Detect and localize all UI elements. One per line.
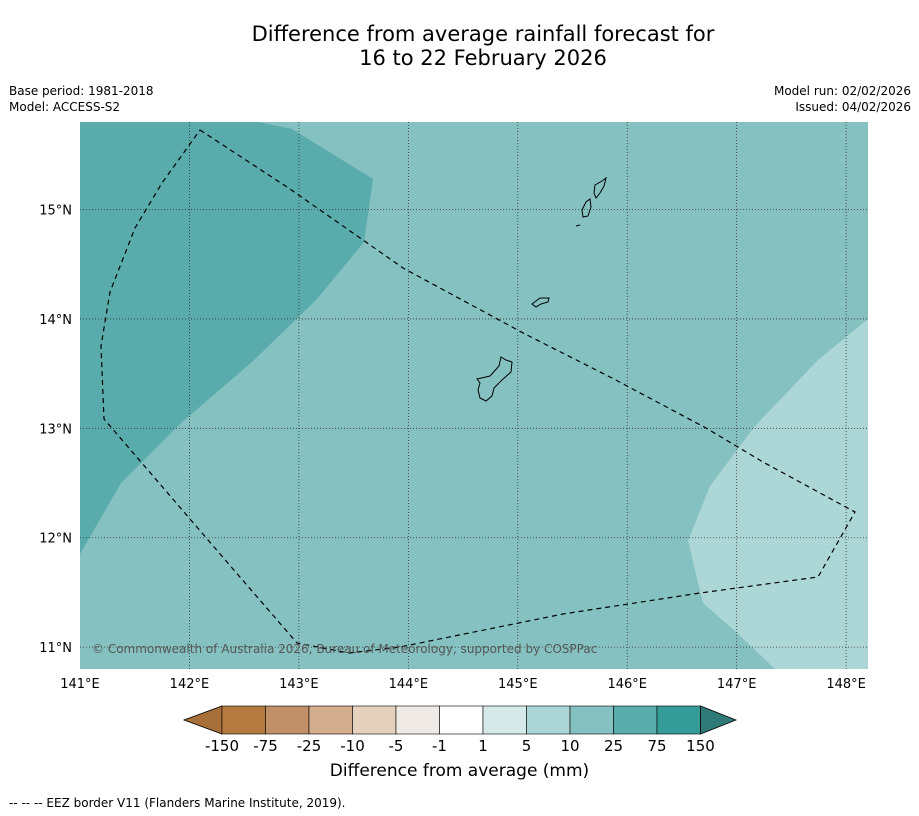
colorbar-swatch [526, 705, 571, 735]
colorbar-swatch [613, 705, 658, 735]
longitude-tick-label: 146°E [607, 677, 647, 692]
colorbar-swatch [308, 705, 353, 735]
colorbar-tick-label: -150 [205, 737, 239, 755]
colorbar-swatch [265, 705, 310, 735]
colorbar-tick-label: 75 [647, 737, 666, 755]
base-period: Base period: 1981-2018 [9, 84, 154, 98]
island-outlines [476, 176, 607, 402]
colorbar-extend-low [182, 705, 223, 735]
colorbar-swatch [395, 705, 440, 735]
latitude-tick-label: 11°N [39, 641, 72, 656]
colorbar-swatch [439, 705, 484, 735]
eez-legend-note: -- -- -- EEZ border V11 (Flanders Marine… [9, 796, 346, 810]
colorbar-tick-label: -10 [340, 737, 365, 755]
colorbar-tick-label: 150 [686, 737, 715, 755]
island-rota [531, 297, 550, 308]
latitude-tick-label: 12°N [39, 532, 72, 547]
colorbar-tick-label: -75 [253, 737, 278, 755]
latitude-tick-label: 14°N [39, 313, 72, 328]
latitude-tick-label: 13°N [39, 422, 72, 437]
issued-date: Issued: 04/02/2026 [795, 100, 911, 114]
colorbar-tick-label: -25 [297, 737, 322, 755]
copyright-text: © Commonwealth of Australia 2026, Bureau… [92, 642, 597, 656]
colorbar-swatch [221, 705, 266, 735]
island-aguijan [575, 224, 581, 227]
island-guam [476, 356, 513, 402]
title-line-1: Difference from average rainfall forecas… [251, 22, 715, 46]
model-name: Model: ACCESS-S2 [9, 100, 121, 114]
longitude-tick-label: 148°E [826, 677, 866, 692]
colorbar-title: Difference from average (mm) [329, 761, 590, 781]
colorbar-swatch [656, 705, 701, 735]
model-run: Model run: 02/02/2026 [773, 84, 911, 98]
colorbar-tick-label: 1 [478, 737, 488, 755]
chart-title: Difference from average rainfall forecas… [0, 22, 919, 70]
colorbar-swatch [352, 705, 397, 735]
colorbar-extend-high [700, 705, 738, 735]
longitude-tick-label: 142°E [170, 677, 210, 692]
title-line-2: 16 to 22 February 2026 [359, 46, 607, 70]
island-saipan [593, 176, 607, 199]
colorbar-tick-label: 25 [604, 737, 623, 755]
longitude-tick-label: 141°E [60, 677, 100, 692]
longitude-tick-label: 144°E [389, 677, 429, 692]
longitude-tick-label: 145°E [498, 677, 538, 692]
eez-border [100, 129, 856, 654]
latitude-labels: 15°N 14°N 13°N 12°N 11°N [39, 204, 72, 657]
graticule [80, 122, 868, 669]
meta-right: Model run: 02/02/2026 Issued: 04/02/2026 [774, 83, 911, 115]
colorbar-tick-label: -5 [389, 737, 404, 755]
map-area: © Commonwealth of Australia 2026, Bureau… [80, 122, 868, 669]
island-tinian [581, 198, 592, 218]
latitude-tick-label: 15°N [39, 204, 72, 219]
colorbar-swatch [482, 705, 527, 735]
longitude-tick-label: 147°E [717, 677, 757, 692]
map-figure: © Commonwealth of Australia 2026, Bureau… [39, 122, 868, 755]
meta-left: Base period: 1981-2018 Model: ACCESS-S2 [9, 83, 154, 115]
colorbar-tick-label: -1 [432, 737, 447, 755]
longitude-labels: 141°E 142°E 143°E 144°E 145°E 146°E 147°E 148°E [60, 677, 866, 692]
colorbar-tick-label: 10 [560, 737, 579, 755]
rainfall-region-high [80, 122, 373, 554]
colorbar: -150 -75 -25 -10 -5 -1 1 5 10 25 75 150 [182, 705, 738, 755]
rainfall-region-low [688, 319, 868, 669]
longitude-tick-label: 143°E [279, 677, 319, 692]
colorbar-swatch [569, 705, 614, 735]
colorbar-tick-label: 5 [522, 737, 532, 755]
